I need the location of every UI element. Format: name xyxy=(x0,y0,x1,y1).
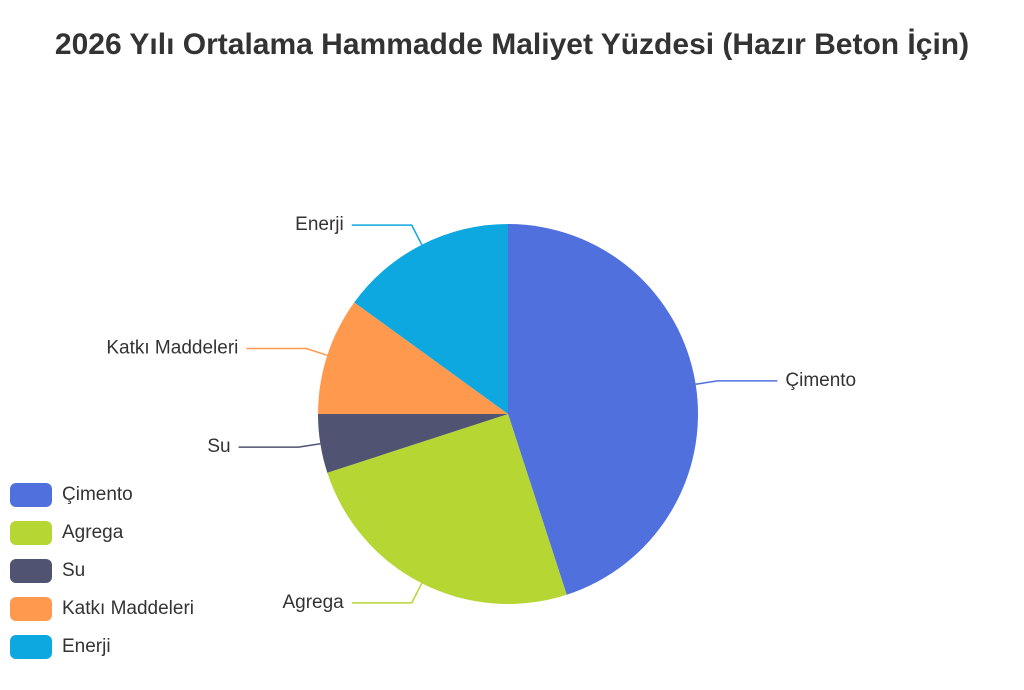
leader-lines xyxy=(238,224,778,604)
legend-item-agrega[interactable]: Agrega xyxy=(10,514,194,552)
leader-line-katki-maddeleri xyxy=(246,347,328,357)
legend-item-katki-maddeleri[interactable]: Katkı Maddeleri xyxy=(10,590,194,628)
legend-item-enerji[interactable]: Enerji xyxy=(10,628,194,666)
leader-line-enerji xyxy=(351,224,423,246)
legend-swatch-agrega xyxy=(10,521,52,545)
legend-label-katki-maddeleri: Katkı Maddeleri xyxy=(62,598,195,619)
legend-label-agrega: Agrega xyxy=(62,522,124,543)
legend-label-cimento: Çimento xyxy=(62,484,133,505)
legend-item-cimento[interactable]: Çimento xyxy=(10,476,194,514)
pie-slice-katki-maddeleri[interactable] xyxy=(318,302,508,414)
leader-line-cimento xyxy=(695,380,778,386)
slice-label-cimento: Çimento xyxy=(785,370,856,391)
legend-label-enerji: Enerji xyxy=(62,636,111,657)
legend-swatch-cimento xyxy=(10,483,52,507)
pie-slice-enerji[interactable] xyxy=(354,224,508,414)
legend-swatch-su xyxy=(10,559,52,583)
legend-item-su[interactable]: Su xyxy=(10,552,194,590)
pie-slices xyxy=(318,224,699,604)
slice-label-enerji: Enerji xyxy=(295,214,344,235)
legend-label-su: Su xyxy=(62,560,86,581)
chart-title: 2026 Yılı Ortalama Hammadde Maliyet Yüzd… xyxy=(54,28,970,61)
pie-slice-agrega[interactable] xyxy=(327,414,567,604)
legend-swatch-enerji xyxy=(10,635,52,659)
slice-label-agrega: Agrega xyxy=(282,592,344,613)
leader-line-su xyxy=(238,442,321,448)
pie-slice-su[interactable] xyxy=(318,414,508,473)
slice-label-katki-maddeleri: Katkı Maddeleri xyxy=(106,338,238,359)
slice-label-su: Su xyxy=(207,436,230,457)
pie-slice-cimento[interactable] xyxy=(508,224,699,595)
legend-swatch-katki-maddeleri xyxy=(10,597,52,621)
leader-line-agrega xyxy=(351,582,423,604)
legend: Çimento Agrega Su Katkı Maddeleri Enerji xyxy=(10,476,194,666)
slice-labels: Çimento Agrega Su Katkı Maddeleri Enerji xyxy=(106,214,856,613)
